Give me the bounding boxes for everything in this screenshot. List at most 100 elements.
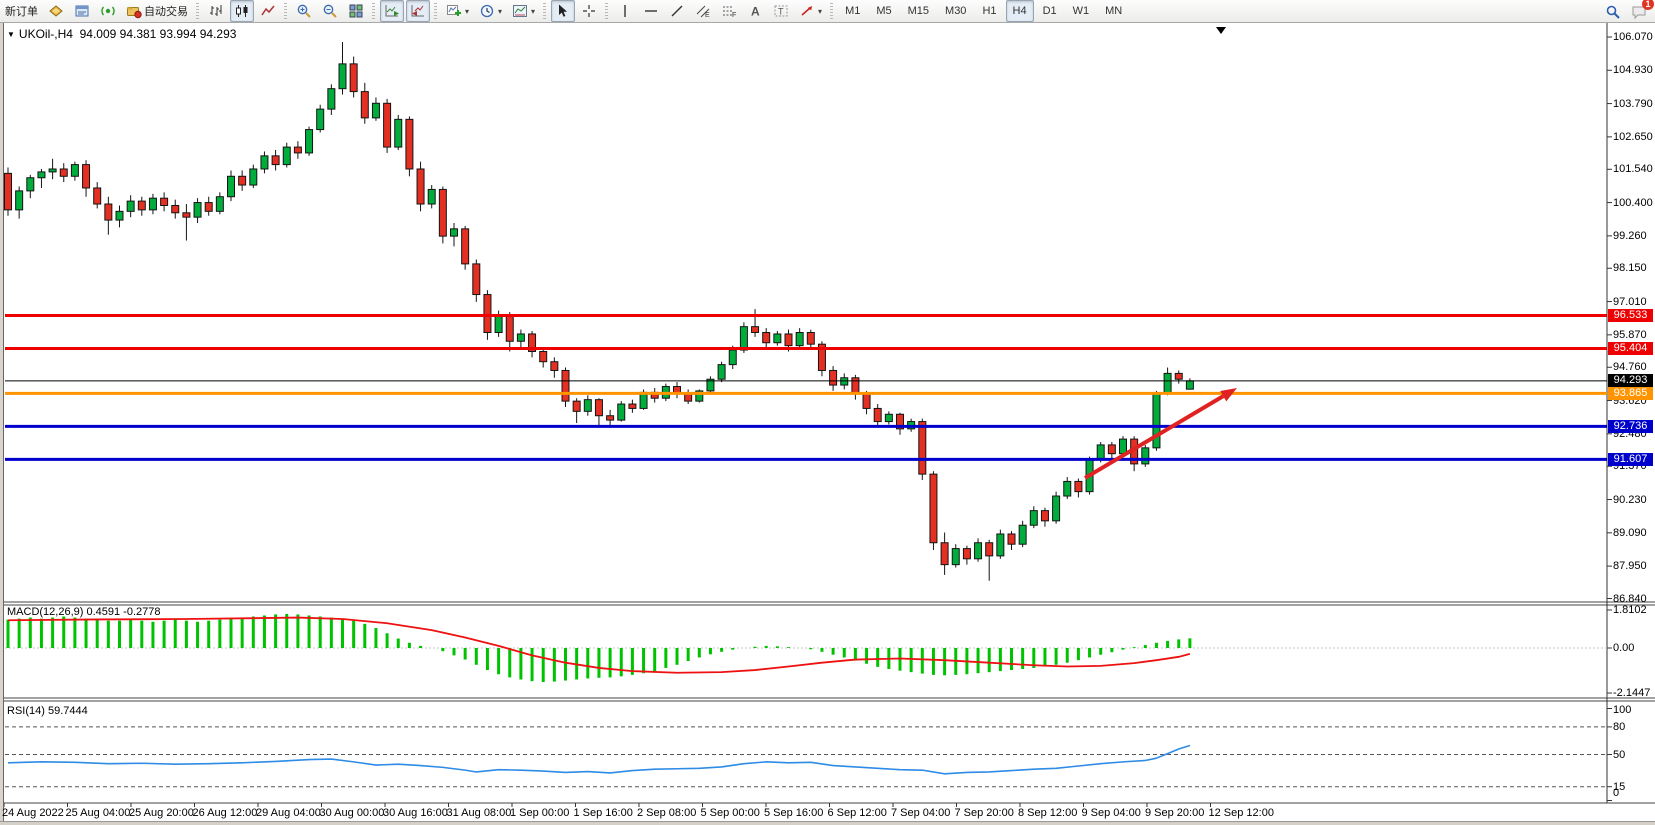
chart-canvas[interactable] <box>0 23 1655 824</box>
signals-button[interactable] <box>96 0 120 22</box>
periods-button[interactable]: ▾ <box>475 0 506 22</box>
templates-button[interactable]: ▾ <box>508 0 539 22</box>
trendline-button[interactable] <box>665 0 689 22</box>
cursor-button[interactable] <box>551 0 576 22</box>
candle <box>594 399 603 417</box>
rsi-tick-label: 100 <box>1613 704 1632 716</box>
indicators-button[interactable]: ▾ <box>442 0 473 22</box>
zoom-in-button[interactable] <box>292 0 316 22</box>
candle <box>215 196 224 212</box>
rsi-indicator-label: RSI(14) 59.7444 <box>7 705 88 717</box>
new-order-button[interactable]: 新订单 <box>1 0 42 22</box>
candle <box>70 164 79 177</box>
chart-window-button[interactable] <box>44 0 68 22</box>
candle <box>137 200 146 211</box>
label-icon: T <box>773 3 789 19</box>
horizontal-line-button[interactable] <box>639 0 663 22</box>
chevron-down-icon: ▾ <box>531 6 536 16</box>
candle <box>115 210 124 221</box>
toolbar-group-grip <box>543 3 547 19</box>
candle <box>940 542 949 566</box>
crosshair-icon <box>581 3 597 19</box>
tf-mn-label: MN <box>1105 5 1123 17</box>
tf-w1-button[interactable]: W1 <box>1066 0 1097 22</box>
text-icon: A <box>747 3 763 19</box>
candle <box>929 473 938 544</box>
zoom-out-button[interactable] <box>318 0 342 22</box>
price-tick-label: 102.650 <box>1613 130 1653 143</box>
equidistant-channel-button[interactable]: E <box>691 0 715 22</box>
chart-menu-icon[interactable]: ▼ <box>7 30 15 39</box>
auto-scroll-button[interactable] <box>380 0 404 22</box>
auto-trading-button[interactable]: 自动交易 <box>122 0 192 22</box>
time-label: 8 Sep 12:00 <box>1018 807 1078 819</box>
candle <box>204 202 213 212</box>
candle <box>260 155 269 170</box>
chevron-down-icon: ▾ <box>498 6 503 16</box>
tf-m5-button[interactable]: M5 <box>869 0 898 22</box>
candle <box>405 118 414 170</box>
price-tick-label: 100.400 <box>1613 196 1653 209</box>
candle <box>550 361 559 371</box>
fibonacci-button[interactable]: F <box>717 0 741 22</box>
line-chart-button[interactable] <box>256 0 280 22</box>
chart-shift-button[interactable] <box>406 0 430 22</box>
arrows-button[interactable]: ▾ <box>795 0 826 22</box>
candle <box>1007 533 1016 545</box>
chat-button[interactable]: 1 <box>1627 0 1654 23</box>
time-label: 29 Aug 04:00 <box>256 807 321 819</box>
zoom-in-icon <box>296 3 312 19</box>
tf-mn-button[interactable]: MN <box>1098 0 1129 22</box>
tf-h4-button[interactable]: H4 <box>1005 0 1034 22</box>
rsi-tick-label: 15 <box>1613 780 1626 793</box>
chevron-down-icon: ▾ <box>465 6 470 16</box>
tf-m15-label: M15 <box>907 5 930 17</box>
zoom-out-icon <box>322 3 338 19</box>
data-window-button[interactable] <box>70 0 94 22</box>
tile-windows-button[interactable] <box>344 0 368 22</box>
candle <box>349 63 358 93</box>
crosshair-button[interactable] <box>577 0 601 22</box>
time-label: 31 Aug 08:00 <box>446 807 512 819</box>
candle <box>193 202 202 218</box>
time-label: 5 Sep 00:00 <box>700 807 760 819</box>
candle <box>48 168 57 173</box>
tf-m1-button[interactable]: M1 <box>838 0 867 22</box>
rsi-line <box>7 744 1191 775</box>
time-label: 25 Aug 20:00 <box>129 807 194 819</box>
autoscroll-icon <box>384 3 400 19</box>
candlestick-chart-button[interactable] <box>230 0 254 22</box>
tf-m30-button[interactable]: M30 <box>938 0 973 22</box>
window-bottom-edge <box>0 821 1655 825</box>
search-button[interactable] <box>1601 1 1625 23</box>
text-button[interactable]: A <box>743 0 767 22</box>
trend-arrow-head[interactable] <box>1220 388 1237 402</box>
vertical-line-button[interactable] <box>613 0 637 22</box>
tf-d1-button[interactable]: D1 <box>1036 0 1064 22</box>
candle <box>1074 480 1083 493</box>
price-badge: 93.865 <box>1608 386 1653 400</box>
tf-h1-button[interactable]: H1 <box>975 0 1003 22</box>
trend-arrow-line[interactable] <box>1083 394 1225 480</box>
candle <box>450 228 458 237</box>
candle <box>806 332 815 345</box>
text-label-button[interactable]: T <box>769 0 793 22</box>
bar-chart-button[interactable] <box>204 0 228 22</box>
rsi-tick-label: 80 <box>1613 720 1626 733</box>
candle <box>1018 524 1027 545</box>
candle <box>37 171 46 179</box>
candle <box>59 168 68 177</box>
candle <box>784 333 793 347</box>
candle <box>840 377 849 386</box>
candle <box>583 399 592 412</box>
tf-m15-button[interactable]: M15 <box>901 0 936 22</box>
candle <box>884 413 893 423</box>
candle <box>494 314 503 334</box>
price-tick-label: 97.010 <box>1613 295 1647 308</box>
svg-text:F: F <box>732 12 736 19</box>
chart-shift-marker[interactable] <box>1216 27 1226 34</box>
time-label: 9 Sep 20:00 <box>1145 807 1205 819</box>
candle <box>305 129 314 154</box>
svg-text:T: T <box>778 7 784 17</box>
time-label: 7 Sep 04:00 <box>891 807 951 819</box>
